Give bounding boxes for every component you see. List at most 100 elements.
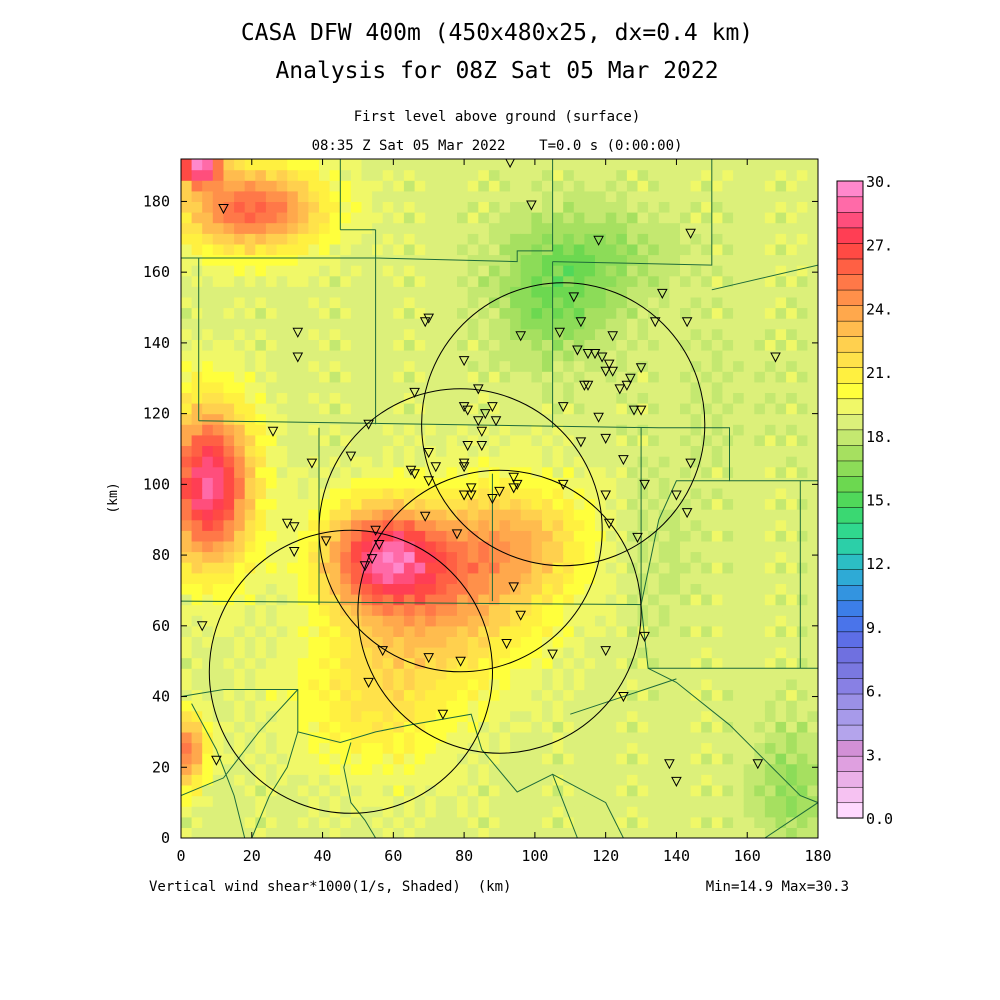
heat-cell: [552, 562, 564, 574]
heat-cell: [393, 403, 405, 415]
heat-cell: [796, 318, 808, 330]
heat-cell: [531, 498, 543, 510]
heat-cell: [743, 254, 755, 266]
heat-cell: [711, 572, 723, 584]
heat-cell: [467, 201, 479, 213]
heat-cell: [372, 636, 384, 648]
heat-cell: [584, 636, 596, 648]
heat-cell: [669, 159, 681, 171]
heat-cell: [488, 519, 501, 531]
heat-cell: [637, 795, 649, 807]
heat-cell: [393, 668, 405, 680]
heat-cell: [531, 710, 543, 722]
heat-cell: [276, 477, 288, 489]
station-marker: [681, 508, 693, 519]
heat-cell: [584, 296, 596, 309]
heat-cell: [350, 615, 363, 627]
heat-cell: [488, 254, 501, 266]
heat-cell: [743, 190, 755, 202]
heat-cell: [786, 625, 798, 637]
heat-cell: [680, 381, 692, 393]
heat-cell: [605, 806, 617, 818]
heat-cell: [244, 307, 256, 319]
station-marker: [487, 402, 498, 413]
heat-cell: [212, 487, 224, 500]
heat-cell: [648, 233, 660, 245]
heat-cell: [595, 763, 607, 775]
heat-cell: [276, 190, 288, 202]
heat-cell: [775, 647, 787, 659]
heat-cell: [265, 731, 278, 744]
heat-cell: [372, 381, 384, 393]
heat-cell: [595, 222, 607, 234]
heat-cell: [340, 275, 352, 287]
heat-cell: [701, 594, 713, 606]
heat-cell: [711, 827, 723, 838]
heat-cell: [308, 243, 320, 256]
heat-cell: [711, 360, 723, 372]
heat-cell: [552, 222, 564, 234]
heat-cell: [573, 678, 585, 691]
heat-cell: [637, 201, 649, 213]
heat-cell: [669, 381, 681, 393]
heat-cell: [775, 466, 787, 478]
heat-cell: [669, 657, 681, 669]
heat-cell: [775, 212, 787, 224]
heat-cell: [552, 742, 564, 754]
heat-cell: [711, 721, 723, 733]
heat-cell: [648, 265, 660, 277]
heat-cell: [626, 169, 639, 181]
heat-cell: [754, 540, 766, 553]
heat-cell: [690, 275, 702, 287]
heat-cell: [223, 371, 235, 383]
heat-cell: [584, 169, 596, 181]
heat-cell: [308, 636, 320, 648]
heat-cell: [265, 169, 278, 181]
heat-cell: [382, 201, 394, 213]
heat-cell: [616, 710, 628, 722]
heat-cell: [690, 201, 702, 213]
heat-cell: [297, 286, 309, 298]
heat-cell: [202, 657, 214, 669]
heat-cell: [425, 222, 437, 234]
heat-cell: [234, 594, 246, 606]
heat-cell: [403, 615, 416, 627]
heat-cell: [382, 540, 394, 553]
heat-cell: [212, 785, 224, 797]
heat-cell: [807, 169, 818, 181]
heat-cell: [202, 731, 214, 744]
heat-cell: [297, 615, 309, 627]
heat-cell: [329, 360, 341, 372]
heat-cell: [595, 816, 607, 828]
heat-cell: [425, 350, 437, 362]
heat-cell: [733, 604, 745, 616]
heat-cell: [584, 381, 596, 393]
heat-cell: [319, 233, 331, 245]
heat-cell: [255, 243, 267, 256]
heat-cell: [648, 275, 660, 287]
heat-cell: [340, 381, 352, 393]
heat-cell: [361, 604, 373, 616]
heat-cell: [361, 795, 373, 807]
heat-cell: [552, 530, 564, 542]
heat-cell: [287, 636, 299, 648]
station-marker: [603, 359, 615, 370]
heat-cell: [488, 434, 501, 446]
heat-cell: [743, 318, 755, 330]
heat-cell: [584, 827, 596, 838]
heat-cell: [234, 190, 246, 202]
heat-cell: [202, 445, 214, 457]
heat-cell: [446, 700, 458, 712]
heat-cell: [584, 594, 596, 606]
heat-cell: [733, 233, 745, 245]
heat-cell: [319, 774, 331, 786]
heat-cell: [403, 456, 416, 468]
heat-cell: [372, 201, 384, 213]
heat-cell: [626, 286, 639, 298]
heat-cell: [319, 625, 331, 637]
heat-cell: [297, 753, 309, 765]
heat-cell: [435, 816, 447, 828]
heat-cell: [255, 678, 267, 691]
heat-cell: [234, 551, 246, 563]
heat-cell: [658, 806, 670, 818]
